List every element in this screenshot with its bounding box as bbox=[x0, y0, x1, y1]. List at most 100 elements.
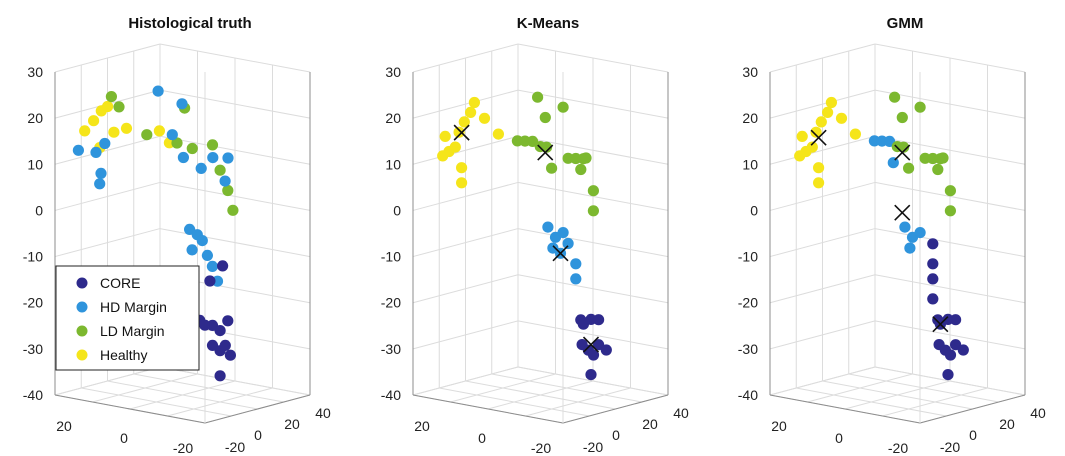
point-ld-margin bbox=[587, 185, 600, 197]
panel-title: Histological truth bbox=[128, 15, 251, 32]
point-hd-margin bbox=[94, 178, 106, 190]
floor-gridline bbox=[822, 380, 973, 410]
point-hd-margin bbox=[899, 221, 911, 233]
x-tick-label: 0 bbox=[969, 427, 977, 443]
point-healthy bbox=[439, 130, 451, 142]
point-ld-margin bbox=[105, 91, 117, 103]
z-tick-label: -30 bbox=[23, 341, 43, 357]
point-core bbox=[204, 275, 216, 287]
point-healthy bbox=[822, 106, 834, 118]
point-hd-margin bbox=[570, 258, 582, 270]
y-axis-line bbox=[412, 394, 564, 424]
point-ld-margin bbox=[587, 205, 600, 217]
point-healthy bbox=[478, 112, 491, 124]
centroid-marker bbox=[537, 144, 554, 161]
x-tick-label: 0 bbox=[254, 427, 262, 443]
point-healthy bbox=[465, 106, 477, 118]
point-healthy bbox=[449, 141, 461, 153]
point-core bbox=[214, 325, 226, 337]
z-tick-label: 10 bbox=[27, 156, 43, 172]
point-healthy bbox=[813, 162, 825, 174]
point-core bbox=[927, 258, 939, 270]
centroid-marker bbox=[932, 316, 949, 333]
centroid-marker bbox=[552, 245, 569, 262]
floor-gridline bbox=[159, 366, 311, 396]
point-core bbox=[217, 260, 229, 272]
legend-label-hd-margin: HD Margin bbox=[100, 299, 167, 315]
floor-gridline bbox=[107, 380, 258, 410]
point-hd-margin bbox=[562, 237, 574, 250]
centroid-marker bbox=[894, 204, 911, 221]
point-hd-margin bbox=[904, 242, 916, 254]
point-core bbox=[224, 349, 236, 361]
z-tick-label: -40 bbox=[23, 387, 43, 403]
legend-marker-hd-margin bbox=[76, 301, 88, 313]
point-core bbox=[927, 273, 939, 285]
legend-label-ld-margin: LD Margin bbox=[100, 323, 165, 339]
y-axis-line bbox=[769, 394, 921, 424]
point-core bbox=[944, 349, 957, 361]
point-core bbox=[593, 314, 605, 326]
point-ld-margin bbox=[896, 111, 908, 124]
x-tick-label: 40 bbox=[315, 405, 331, 421]
z-tick-label: 30 bbox=[385, 64, 401, 80]
point-ld-margin bbox=[932, 163, 944, 176]
z-tick-label: 0 bbox=[750, 202, 758, 218]
point-healthy bbox=[810, 126, 822, 138]
z-tick-label: -20 bbox=[381, 295, 401, 311]
point-hd-margin bbox=[222, 152, 234, 164]
point-ld-margin bbox=[539, 111, 551, 124]
point-hd-margin bbox=[152, 85, 164, 97]
x-tick-label: 20 bbox=[642, 416, 658, 432]
x-tick-label: -20 bbox=[583, 439, 603, 455]
floor-gridline bbox=[882, 387, 988, 417]
y-axis-line bbox=[54, 394, 206, 424]
x-tick-label: 40 bbox=[1030, 405, 1046, 421]
y-tick-label: 0 bbox=[478, 430, 486, 446]
x-tick-label: 40 bbox=[673, 405, 689, 421]
x-axis-line bbox=[919, 394, 1026, 424]
centroid-marker bbox=[894, 144, 911, 161]
z-tick-label: -10 bbox=[381, 249, 401, 265]
point-ld-margin bbox=[889, 91, 901, 103]
point-hd-margin bbox=[219, 175, 231, 187]
point-healthy bbox=[79, 125, 91, 137]
plot-marks bbox=[437, 91, 612, 381]
point-core bbox=[214, 370, 226, 382]
point-hd-margin bbox=[176, 98, 188, 110]
z-tick-label: -30 bbox=[738, 341, 758, 357]
point-hd-margin bbox=[99, 137, 111, 150]
point-ld-margin bbox=[937, 152, 949, 164]
point-healthy bbox=[815, 116, 827, 128]
y-tick-label: 20 bbox=[414, 418, 430, 434]
x-tick-label: 20 bbox=[284, 416, 300, 432]
point-hd-margin bbox=[201, 249, 213, 261]
point-hd-margin bbox=[95, 167, 107, 179]
z-tick-label: -20 bbox=[738, 295, 758, 311]
point-healthy bbox=[102, 100, 114, 113]
point-hd-margin bbox=[542, 221, 554, 233]
point-ld-margin bbox=[141, 129, 153, 141]
z-tick-label: -20 bbox=[23, 295, 43, 311]
point-core bbox=[957, 344, 969, 356]
panel-k-means: K-Means 30 20 10 0 -10 -20 -30 -40 20 0 -20 -20 0 20 4… bbox=[381, 15, 689, 456]
point-hd-margin bbox=[196, 235, 208, 247]
legend-marker-ld-margin bbox=[76, 325, 88, 337]
plot-marks bbox=[72, 85, 239, 382]
point-healthy bbox=[825, 96, 838, 109]
x-axis-line bbox=[204, 394, 311, 424]
floor-gridline bbox=[848, 373, 999, 403]
y-tick-label: -20 bbox=[531, 440, 551, 456]
point-core bbox=[222, 315, 234, 327]
point-healthy bbox=[120, 122, 133, 134]
x-axis-line bbox=[562, 394, 669, 424]
floor-gridline bbox=[465, 380, 616, 410]
centroid-marker bbox=[810, 129, 827, 146]
point-ld-margin bbox=[557, 101, 569, 113]
y-tick-label: 20 bbox=[771, 418, 787, 434]
point-hd-margin bbox=[186, 244, 198, 256]
point-hd-margin bbox=[206, 260, 218, 272]
point-core bbox=[600, 344, 612, 356]
floor-gridline bbox=[525, 387, 631, 417]
point-hd-margin bbox=[166, 129, 178, 141]
